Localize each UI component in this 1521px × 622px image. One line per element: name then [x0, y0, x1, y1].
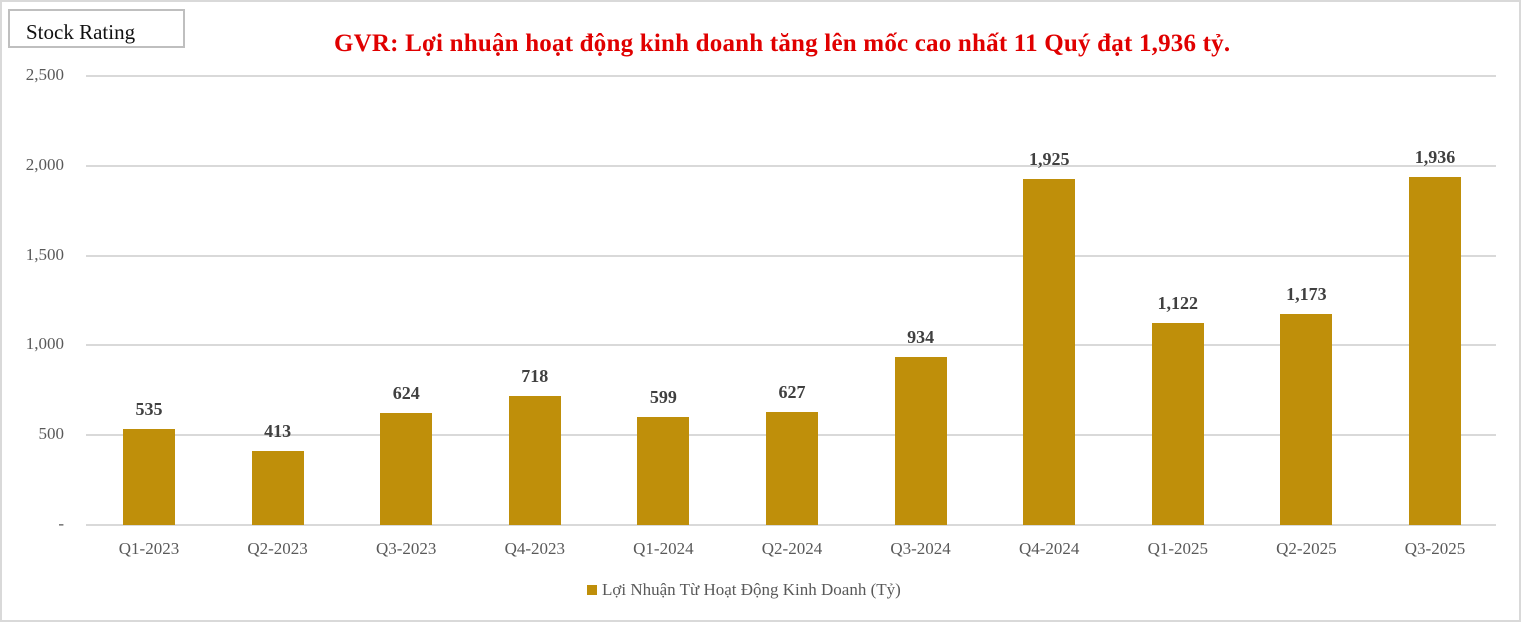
gridline: [86, 344, 1496, 347]
legend-label: Lợi Nhuận Từ Hoạt Động Kinh Doanh (Tỷ): [602, 580, 901, 599]
legend-swatch-icon: [587, 585, 597, 595]
y-tick-label: 2,500: [25, 65, 64, 84]
gridline: [86, 75, 1496, 77]
y-tick-label: -: [58, 514, 64, 533]
bar: [894, 357, 947, 525]
x-tick-label: Q2-2025: [1276, 539, 1337, 558]
x-tick-label: Q1-2025: [1147, 539, 1209, 558]
y-tick-label: 2,000: [25, 154, 64, 174]
bar-value-label: 1,925: [1028, 149, 1070, 170]
x-tick-label: Q1-2024: [633, 539, 694, 558]
bar-value-label: 1,122: [1157, 293, 1199, 314]
bar-value-label: 599: [649, 387, 677, 408]
x-tick-label: Q2-2023: [247, 539, 308, 558]
x-tick-label: Q4-2024: [1018, 539, 1080, 558]
bar-value-label: 624: [392, 382, 420, 403]
bar: [1023, 179, 1076, 525]
bar-value-label: 934: [907, 327, 935, 348]
stock-rating-label: Stock Rating: [26, 20, 136, 44]
bar: [508, 396, 561, 525]
legend: Lợi Nhuận Từ Hoạt Động Kinh Doanh (Tỷ): [587, 580, 901, 600]
x-tick-label: Q3-2023: [375, 539, 437, 558]
x-tick-label: Q2-2024: [761, 539, 823, 558]
bar: [380, 412, 433, 525]
bar: [251, 450, 304, 525]
x-tick-label: Q3-2025: [1404, 539, 1466, 558]
x-tick-label: Q4-2023: [504, 539, 566, 558]
bar-value-label: 413: [264, 420, 292, 441]
x-tick-label: Q3-2024: [890, 539, 951, 558]
bar: [637, 417, 690, 525]
y-tick-label: 1,000: [25, 334, 64, 354]
chart-title: GVR: Lợi nhuận hoạt động kinh doanh tăng…: [334, 30, 1231, 57]
bar: [1280, 314, 1333, 525]
bar: [1151, 323, 1204, 525]
bar: [766, 412, 818, 525]
stock-rating-badge: Stock Rating: [8, 9, 185, 48]
bar-value-label: 627: [778, 382, 806, 403]
gridline: [86, 254, 1496, 257]
bar-value-label: 1,936: [1414, 147, 1456, 168]
bar: [1409, 177, 1461, 525]
gridline: [86, 524, 1496, 526]
gridline: [86, 164, 1496, 167]
bar-value-label: 1,173: [1286, 284, 1327, 305]
y-tick-label: 500: [38, 424, 65, 444]
bar: [123, 428, 175, 525]
bar-value-label: 718: [521, 366, 549, 387]
bar-value-label: 535: [135, 398, 163, 419]
x-tick-label: Q1-2023: [118, 539, 180, 558]
y-tick-label: 1,500: [25, 244, 64, 264]
